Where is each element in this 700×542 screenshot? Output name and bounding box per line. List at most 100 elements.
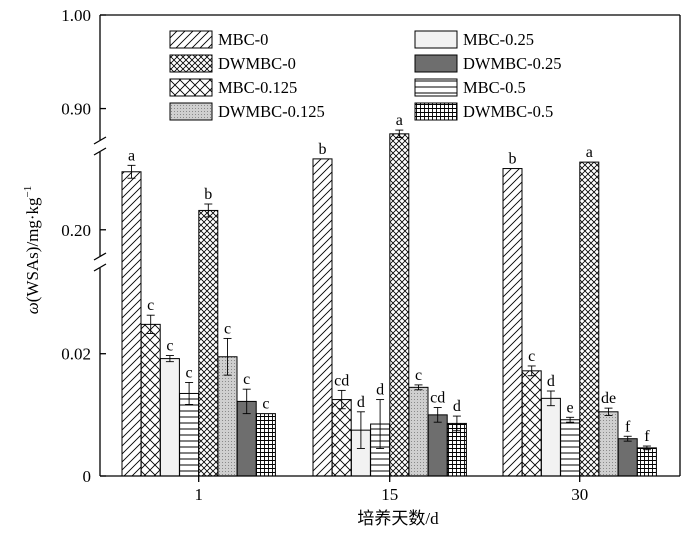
x-tick-label: 30: [571, 485, 588, 504]
legend-item-dwmbc-0_5: DWMBC-0.5: [414, 102, 553, 121]
legend-label: DWMBC-0.5: [463, 102, 553, 121]
bar-mbc-0-day-15: [312, 158, 333, 477]
axis-break-mark: [93, 252, 107, 272]
error-bar-dwmbc-0_125-day-1: [223, 337, 232, 376]
axis-break-mark: [93, 136, 107, 156]
legend-swatch: [414, 54, 458, 73]
bar-mbc-0_125-day-15: [331, 399, 352, 477]
legend-item-mbc-0_125: MBC-0.125: [169, 78, 297, 97]
x-axis-label: 培养天数/d: [357, 509, 439, 528]
error-bar-mbc-0_25-day-15: [356, 411, 365, 449]
y-axis-label-superscript: −1: [22, 186, 34, 198]
bar-mbc-0-day-1: [121, 171, 142, 477]
significance-letter: a: [128, 147, 135, 164]
legend-swatch: [169, 30, 213, 49]
bar-mbc-0-day-30: [502, 168, 523, 477]
legend-swatch: [169, 102, 213, 121]
error-bar-dwmbc-0_125-day-30: [604, 407, 613, 416]
significance-letter: d: [376, 382, 384, 399]
error-bar-mbc-0_125-day-15: [337, 389, 346, 410]
y-axis-label-omega: ω: [23, 302, 42, 314]
y-tick-label: 1.00: [61, 6, 91, 25]
significance-letter: d: [357, 394, 365, 411]
legend-label: DWMBC-0.125: [218, 102, 325, 121]
significance-letter: c: [243, 371, 250, 388]
legend-item-dwmbc-0: DWMBC-0: [169, 54, 296, 73]
significance-letter: de: [601, 390, 616, 407]
legend-item-mbc-0_5: MBC-0.5: [414, 78, 526, 97]
bar-dwmbc-0-day-30: [579, 161, 600, 477]
bar-mbc-0_25-day-30: [540, 397, 561, 477]
significance-letter: c: [262, 396, 269, 413]
bars-layer: [121, 133, 657, 477]
legend-swatch: [414, 102, 458, 121]
significance-letter: a: [396, 112, 403, 129]
significance-letter: cd: [430, 390, 445, 407]
error-bar-dwmbc-0_125-day-15: [414, 384, 423, 391]
bar-dwmbc-0_125-day-15: [408, 386, 429, 477]
legend-label: MBC-0.5: [463, 78, 526, 97]
y-axis-label-text: (WSAs)/mg·kg: [23, 197, 42, 302]
error-bar-dwmbc-0_25-day-1: [242, 388, 251, 415]
bar-dwmbc-0_5-day-1: [255, 413, 276, 477]
significance-letter: d: [453, 398, 461, 415]
bar-dwmbc-0_5-day-30: [636, 447, 657, 477]
bar-dwmbc-0_25-day-30: [617, 438, 638, 477]
y-tick-label: 0.90: [61, 100, 91, 119]
bar-mbc-0_125-day-1: [140, 323, 161, 477]
error-bar-mbc-0_125-day-1: [146, 314, 155, 334]
error-bar-mbc-0_5-day-1: [185, 382, 194, 405]
bar-mbc-0_125-day-30: [521, 370, 542, 477]
legend-label: MBC-0: [218, 30, 268, 49]
error-bar-dwmbc-0_5-day-30: [642, 445, 651, 451]
legend-swatch: [169, 78, 213, 97]
bar-dwmbc-0-day-15: [389, 133, 410, 477]
y-axis-label: ω(WSAs)/mg·kg−1: [22, 186, 42, 315]
legend-item-mbc-0: MBC-0: [169, 30, 268, 49]
bar-dwmbc-0_5-day-15: [446, 422, 467, 477]
significance-letter: c: [415, 367, 422, 384]
bar-dwmbc-0-day-1: [198, 209, 219, 477]
legend-swatch: [169, 54, 213, 73]
significance-letter: d: [547, 373, 555, 390]
significance-letter: b: [319, 141, 327, 158]
bar-dwmbc-0_25-day-15: [427, 414, 448, 477]
error-bar-dwmbc-0_25-day-30: [623, 435, 632, 442]
bar-mbc-0_25-day-1: [159, 358, 180, 477]
legend-item-dwmbc-0_25: DWMBC-0.25: [414, 54, 562, 73]
x-tick-label: 1: [194, 485, 203, 504]
error-bar-mbc-0_5-day-30: [566, 416, 575, 423]
significance-letter: c: [147, 297, 154, 314]
significance-letter: c: [528, 348, 535, 365]
legend-label: MBC-0.25: [463, 30, 534, 49]
error-bar-dwmbc-0-day-15: [395, 129, 404, 139]
legend-swatch: [414, 30, 458, 49]
significance-letter: b: [204, 186, 212, 203]
y-tick-label: 0.02: [61, 345, 91, 364]
error-bar-dwmbc-0-day-1: [204, 203, 213, 218]
legend-item-mbc-0_25: MBC-0.25: [414, 30, 534, 49]
significance-letter: c: [186, 364, 193, 381]
y-tick-label: 0.20: [61, 221, 91, 240]
significance-letter: e: [567, 399, 574, 416]
error-bar-mbc-0_5-day-15: [376, 399, 385, 449]
significance-letter: f: [644, 428, 650, 445]
x-tick-label: 15: [381, 485, 398, 504]
significance-letter: f: [625, 418, 631, 435]
significance-letter: b: [509, 151, 517, 168]
significance-letter: a: [586, 144, 593, 161]
significance-letter: c: [166, 338, 173, 355]
significance-letter: c: [224, 320, 231, 337]
axes-layer: 0 0.02 0.20 0.90 1.00 1 15 30: [61, 6, 681, 504]
significance-letter: cd: [334, 372, 349, 389]
error-bar-dwmbc-0_25-day-15: [433, 407, 442, 423]
error-bars-layer: [127, 129, 651, 451]
legend-item-dwmbc-0_125: DWMBC-0.125: [169, 102, 325, 121]
legend-label: DWMBC-0.25: [463, 54, 562, 73]
bar-dwmbc-0_125-day-30: [598, 411, 619, 477]
error-bar-dwmbc-0_5-day-15: [452, 415, 461, 432]
error-bar-mbc-0_25-day-1: [165, 355, 174, 363]
legend-swatch: [414, 78, 458, 97]
